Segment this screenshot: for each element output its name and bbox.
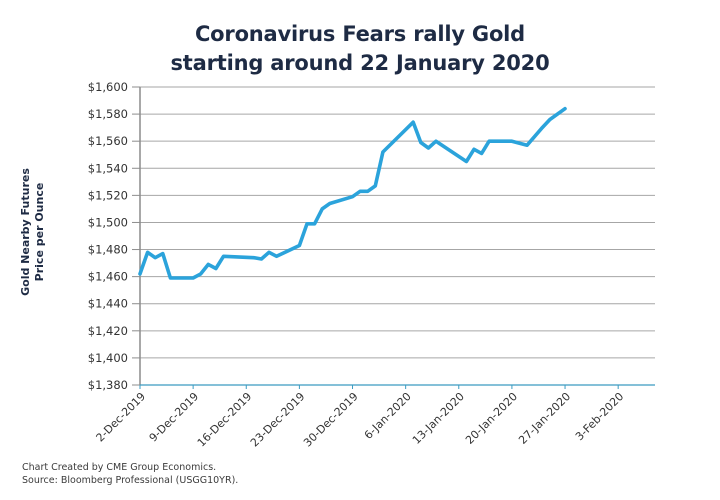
y-tick-label: $1,480 bbox=[88, 243, 128, 257]
y-tick-label: $1,580 bbox=[88, 107, 128, 121]
y-axis-ticks: $1,380 $1,400 $1,420 $1,440 $1,460 $1,480 $1,5… bbox=[88, 80, 140, 392]
chart-title: Coronavirus Fears rally Gold starting ar… bbox=[0, 20, 720, 78]
x-tick-label: 16-Dec-2019 bbox=[195, 390, 255, 450]
x-tick-label: 2-Dec-2019 bbox=[94, 390, 149, 445]
y-tick-label: $1,520 bbox=[88, 188, 128, 202]
x-tick-label: 13-Jan-2020 bbox=[410, 390, 467, 447]
chart-footer: Chart Created by CME Group Economics. So… bbox=[22, 461, 238, 487]
x-tick-label: 6-Jan-2020 bbox=[362, 390, 414, 442]
x-tick-label: 23-Dec-2019 bbox=[248, 390, 308, 450]
x-axis-ticks: 2-Dec-20199-Dec-201916-Dec-201923-Dec-20… bbox=[94, 385, 626, 450]
chart-title-line-2: starting around 22 January 2020 bbox=[170, 51, 550, 75]
gold-price-line bbox=[138, 106, 567, 280]
gridlines bbox=[140, 86, 655, 359]
y-tick-label: $1,500 bbox=[88, 215, 128, 229]
y-tick-label: $1,540 bbox=[88, 161, 128, 175]
x-tick-label: 20-Jan-2020 bbox=[463, 390, 520, 447]
chart-title-line-1: Coronavirus Fears rally Gold bbox=[194, 22, 526, 46]
y-tick-label: $1,380 bbox=[88, 378, 128, 392]
x-tick-label: 27-Jan-2020 bbox=[516, 390, 573, 447]
y-tick-label: $1,440 bbox=[88, 297, 128, 311]
footer-source: Source: Bloomberg Professional (USGG10YR… bbox=[22, 475, 239, 486]
y-tick-label: $1,600 bbox=[88, 80, 128, 94]
x-tick-label: 30-Dec-2019 bbox=[301, 390, 361, 450]
x-tick-label: 3-Feb-2020 bbox=[573, 390, 626, 443]
y-tick-label: $1,460 bbox=[88, 270, 128, 284]
y-tick-label: $1,420 bbox=[88, 324, 128, 338]
y-tick-label: $1,560 bbox=[88, 134, 128, 148]
footer-credit: Chart Created by CME Group Economics. bbox=[22, 462, 217, 473]
x-tick-label: 9-Dec-2019 bbox=[147, 390, 202, 445]
y-tick-label: $1,400 bbox=[88, 351, 128, 365]
